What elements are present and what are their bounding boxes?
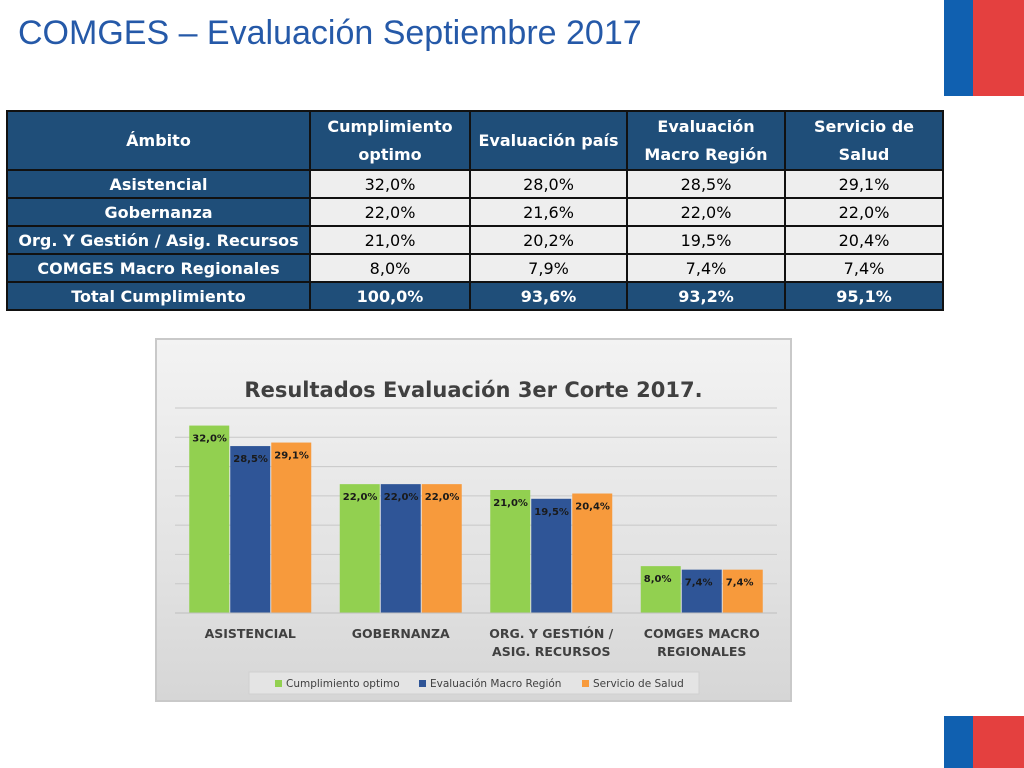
- bar: [230, 446, 271, 613]
- bar: [722, 569, 763, 613]
- bar: [531, 498, 572, 613]
- legend-swatch: [419, 680, 426, 687]
- row-label: Org. Y Gestión / Asig. Recursos: [6, 225, 311, 255]
- data-label: 29,1%: [274, 451, 309, 462]
- table-cell: 21,6%: [469, 197, 628, 227]
- category-label: REGIONALES: [657, 644, 746, 659]
- table-row: Org. Y Gestión / Asig. Recursos 21,0% 20…: [6, 225, 944, 255]
- header-evaluacion-pais: Evaluación país: [469, 110, 628, 171]
- total-label: Total Cumplimiento: [6, 281, 311, 311]
- legend-label: Servicio de Salud: [593, 678, 684, 690]
- table-row: Gobernanza 22,0% 21,6% 22,0% 22,0%: [6, 197, 944, 227]
- table-total-row: Total Cumplimiento 100,0% 93,6% 93,2% 95…: [6, 281, 944, 311]
- data-label: 28,5%: [233, 454, 268, 465]
- table-cell: 22,0%: [784, 197, 944, 227]
- table-cell: 19,5%: [626, 225, 786, 255]
- total-cell: 93,6%: [469, 281, 628, 311]
- header-evaluacion-macro: Evaluación Macro Región: [626, 110, 786, 171]
- table-header-row: Ámbito Cumplimiento optimo Evaluación pa…: [6, 110, 944, 171]
- legend-swatch: [582, 680, 589, 687]
- chart-title: Resultados Evaluación 3er Corte 2017.: [244, 378, 703, 402]
- data-label: 32,0%: [192, 434, 227, 445]
- row-label: Asistencial: [6, 169, 311, 199]
- data-label: 7,4%: [685, 578, 713, 589]
- results-table: Ámbito Cumplimiento optimo Evaluación pa…: [6, 110, 944, 311]
- category-label: ASIG. RECURSOS: [492, 644, 610, 659]
- bar: [572, 493, 613, 613]
- flag-decoration-bottom: [944, 716, 1024, 768]
- bar: [271, 442, 312, 613]
- data-label: 22,0%: [343, 492, 378, 503]
- data-label: 7,4%: [726, 578, 754, 589]
- legend-swatch: [275, 680, 282, 687]
- data-label: 8,0%: [644, 574, 672, 585]
- table-row: COMGES Macro Regionales 8,0% 7,9% 7,4% 7…: [6, 253, 944, 283]
- bar: [640, 566, 681, 613]
- legend-label: Cumplimiento optimo: [286, 678, 400, 690]
- table-cell: 8,0%: [309, 253, 471, 283]
- table-cell: 7,9%: [469, 253, 628, 283]
- table-cell: 29,1%: [784, 169, 944, 199]
- header-ambito: Ámbito: [6, 110, 311, 171]
- data-label: 22,0%: [425, 492, 460, 503]
- category-label: COMGES MACRO: [644, 626, 760, 641]
- bar: [380, 484, 421, 613]
- flag-decoration-top: [944, 0, 1024, 96]
- bar: [339, 484, 380, 613]
- bar: [681, 569, 722, 613]
- total-cell: 93,2%: [626, 281, 786, 311]
- total-cell: 100,0%: [309, 281, 471, 311]
- table-cell: 20,4%: [784, 225, 944, 255]
- data-label: 19,5%: [534, 507, 569, 518]
- slide-title: COMGES – Evaluación Septiembre 2017: [18, 14, 642, 52]
- bar: [189, 425, 230, 613]
- table-cell: 22,0%: [626, 197, 786, 227]
- data-label: 20,4%: [575, 502, 610, 513]
- table-cell: 7,4%: [626, 253, 786, 283]
- results-chart: Resultados Evaluación 3er Corte 2017. 32…: [155, 338, 792, 702]
- bar: [421, 484, 462, 613]
- table-cell: 7,4%: [784, 253, 944, 283]
- total-cell: 95,1%: [784, 281, 944, 311]
- category-label: ORG. Y GESTIÓN /: [489, 626, 613, 641]
- table-cell: 28,5%: [626, 169, 786, 199]
- table-cell: 21,0%: [309, 225, 471, 255]
- row-label: Gobernanza: [6, 197, 311, 227]
- data-label: 21,0%: [493, 498, 528, 509]
- header-servicio-salud: Servicio de Salud: [784, 110, 944, 171]
- data-label: 22,0%: [384, 492, 419, 503]
- category-label: ASISTENCIAL: [205, 626, 296, 641]
- table-cell: 28,0%: [469, 169, 628, 199]
- category-label: GOBERNANZA: [352, 626, 450, 641]
- legend-box: [248, 671, 700, 695]
- chart-plot: 32,0% 28,5% 29,1% ASISTENCIAL 22,0% 22,0% 22,0…: [175, 407, 777, 695]
- row-label: COMGES Macro Regionales: [6, 253, 311, 283]
- table-cell: 22,0%: [309, 197, 471, 227]
- table-cell: 32,0%: [309, 169, 471, 199]
- bar: [490, 490, 531, 613]
- table-cell: 20,2%: [469, 225, 628, 255]
- header-cumplimiento: Cumplimiento optimo: [309, 110, 471, 171]
- legend-label: Evaluación Macro Región: [430, 678, 561, 690]
- table-row: Asistencial 32,0% 28,0% 28,5% 29,1%: [6, 169, 944, 199]
